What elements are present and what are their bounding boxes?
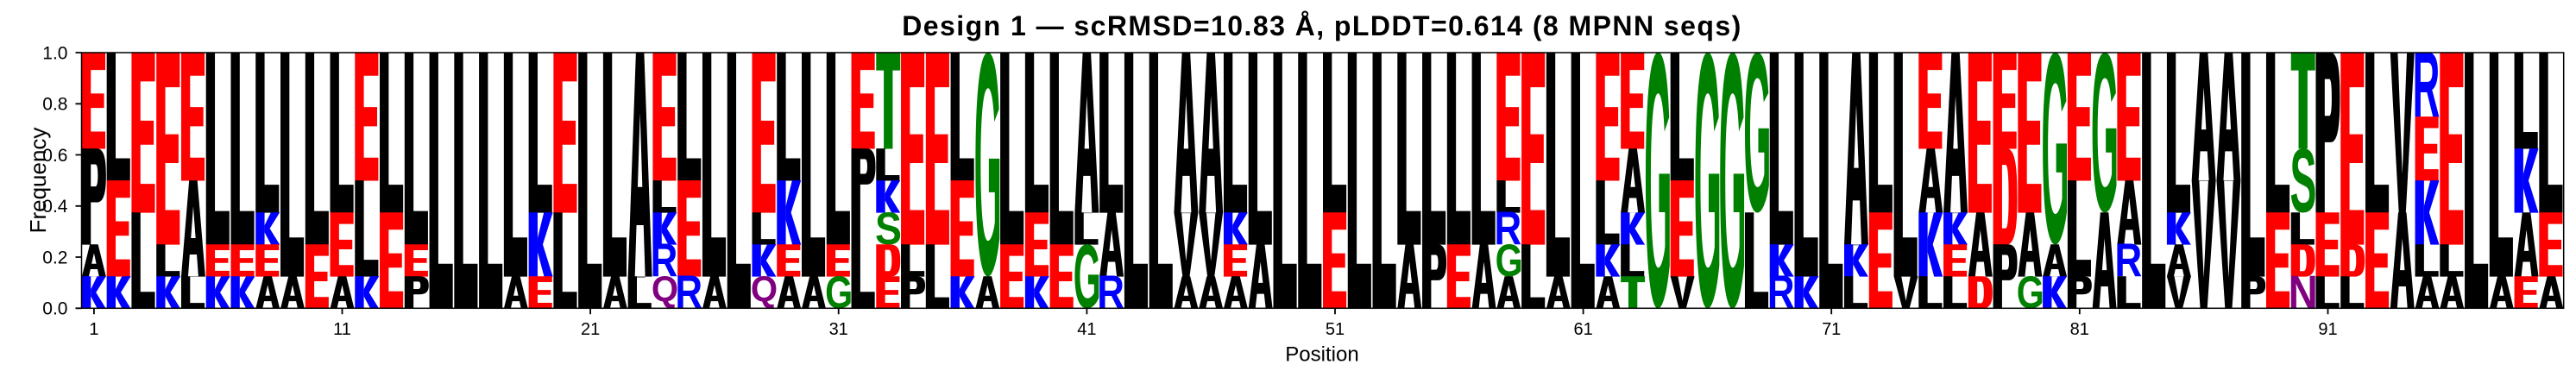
svg-text:0.8: 0.8	[42, 95, 67, 115]
svg-text:G: G	[1719, 0, 1747, 377]
svg-text:0.2: 0.2	[42, 248, 67, 267]
svg-text:0.6: 0.6	[42, 146, 67, 166]
svg-text:Position: Position	[1285, 343, 1358, 367]
svg-text:11: 11	[333, 320, 351, 339]
svg-text:51: 51	[1326, 320, 1345, 339]
svg-text:G: G	[2041, 0, 2069, 300]
svg-text:G: G	[1694, 0, 1722, 377]
svg-text:Frequency: Frequency	[25, 128, 51, 234]
svg-text:1.0: 1.0	[42, 43, 67, 63]
svg-text:R: R	[1767, 267, 1795, 319]
svg-text:81: 81	[2070, 320, 2089, 339]
svg-text:Design 1 — scRMSD=10.83 Å, pLD: Design 1 — scRMSD=10.83 Å, pLDDT=0.614 (…	[902, 10, 1741, 41]
svg-text:Q: Q	[652, 269, 678, 310]
svg-text:61: 61	[1573, 320, 1592, 339]
svg-text:G: G	[974, 0, 1002, 342]
svg-text:0.0: 0.0	[42, 299, 67, 319]
svg-text:1: 1	[89, 320, 98, 339]
svg-text:Q: Q	[751, 269, 778, 310]
svg-text:0.4: 0.4	[42, 197, 68, 217]
svg-text:31: 31	[829, 320, 848, 339]
svg-text:R: R	[675, 267, 702, 319]
svg-text:91: 91	[2318, 320, 2337, 339]
svg-text:R: R	[1494, 203, 1521, 255]
svg-text:21: 21	[581, 320, 600, 339]
svg-text:N: N	[2289, 267, 2318, 319]
svg-text:41: 41	[1077, 320, 1096, 339]
svg-text:G: G	[1644, 0, 1672, 377]
svg-text:R: R	[1097, 267, 1124, 319]
svg-text:71: 71	[1822, 320, 1841, 339]
svg-text:R: R	[651, 235, 678, 287]
svg-text:G: G	[2017, 267, 2044, 318]
